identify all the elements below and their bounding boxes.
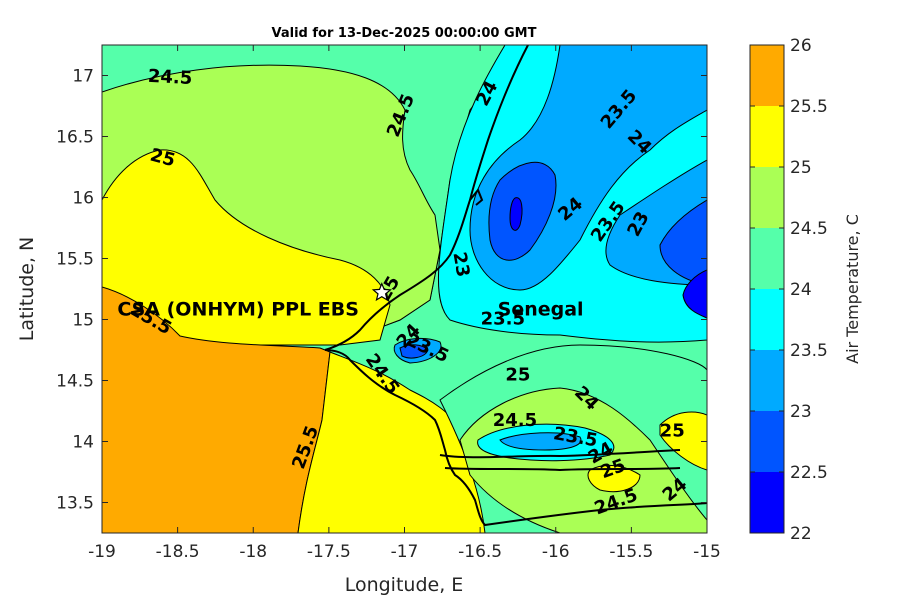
- colorbar-segment: [750, 167, 784, 228]
- x-tick-label: -15: [693, 542, 721, 562]
- colorbar-tick-label: 22: [790, 524, 812, 544]
- y-tick-label: 17: [72, 67, 94, 87]
- colorbar-segment: [750, 411, 784, 472]
- x-tick-label: -17.5: [307, 542, 351, 562]
- colorbar-tick-label: 24.5: [790, 219, 828, 239]
- y-tick-label: 14.5: [56, 372, 94, 392]
- contour-label: 25: [660, 421, 685, 442]
- contour-label: 23.5: [481, 309, 525, 330]
- contour-label: 24.5: [147, 66, 192, 89]
- mauritania-senegal-border: [324, 45, 529, 351]
- contour-label: 25: [505, 365, 530, 386]
- contour-label: 24.5: [493, 410, 537, 431]
- gambia-north: [439, 449, 681, 459]
- map-annotation: Senegal: [498, 299, 584, 321]
- y-tick-label: 16.5: [56, 128, 94, 148]
- x-tick-label: -16: [542, 542, 570, 562]
- colorbar-tick-label: 23.5: [790, 341, 828, 361]
- band-23-23.5-south-core: [499, 432, 582, 451]
- y-tick-label: 14: [72, 433, 94, 453]
- map-annotation: CSA (ONHYM) PPL EBS: [117, 299, 359, 321]
- band-24-24.5-south: [459, 387, 707, 533]
- band-24.5-25-south-mid: [587, 464, 641, 493]
- x-axis-label: Longitude, E: [345, 574, 464, 596]
- contour-label: 23: [448, 250, 473, 278]
- colorbar-segment: [750, 350, 784, 411]
- x-axis: -19 -18.5 -18 -17.5 -17 -16.5 -16 -15.5 -15: [88, 45, 721, 562]
- y-tick-label: 15: [72, 311, 94, 331]
- colorbar-tick-label: 22.5: [790, 463, 828, 483]
- y-tick-label: 13.5: [56, 494, 94, 514]
- colorbar-tick-label: 24: [790, 280, 812, 300]
- mauritania-coast: [469, 188, 484, 206]
- colorbar-segment: [750, 289, 784, 350]
- colorbar-tick-label: 26: [790, 36, 812, 56]
- colorbar-tick-label: 25.5: [790, 97, 828, 117]
- y-tick-label: 16: [72, 189, 94, 209]
- senegal-coast: [324, 349, 707, 527]
- coastline: [324, 45, 707, 527]
- x-tick-label: -18.5: [156, 542, 200, 562]
- band-22.5-23-coast: [399, 344, 429, 359]
- band-24.5-25-south-east: [659, 411, 707, 471]
- x-tick-label: -16.5: [458, 542, 502, 562]
- y-axis: 13.5 14 14.5 15 15.5 16 16.5 17: [56, 67, 707, 514]
- contour-fill: [102, 45, 707, 533]
- colorbar-tick-label: 23: [790, 402, 812, 422]
- y-axis-label: Latitude, N: [16, 237, 38, 342]
- colorbar-label: Air Temperature, C: [843, 214, 862, 364]
- band-24.5-25: [102, 149, 391, 346]
- colorbar-tick-label: 25: [790, 158, 812, 178]
- colorbar-segment: [750, 228, 784, 289]
- x-tick-label: -19: [88, 542, 116, 562]
- x-tick-label: -18: [239, 542, 267, 562]
- chart-title: Valid for 13-Dec-2025 00:00:00 GMT: [272, 26, 537, 41]
- station-marker: [371, 282, 392, 302]
- colorbar: 22 22.5 23 23.5 24 24.5 25 25.5 26: [749, 36, 828, 544]
- x-tick-label: -15.5: [609, 542, 653, 562]
- y-tick-label: 15.5: [56, 250, 94, 270]
- annotations: CSA (ONHYM) PPL EBS Senegal: [117, 299, 583, 321]
- gambia-south: [444, 467, 681, 472]
- x-tick-label: -17: [391, 542, 419, 562]
- colorbar-segment: [750, 106, 784, 167]
- colorbar-segment: [750, 45, 784, 106]
- colorbar-segment: [750, 472, 784, 533]
- band-22-22.5-core: [509, 197, 523, 231]
- band-22-22.5-east: [682, 269, 707, 319]
- star-icon: [371, 282, 392, 302]
